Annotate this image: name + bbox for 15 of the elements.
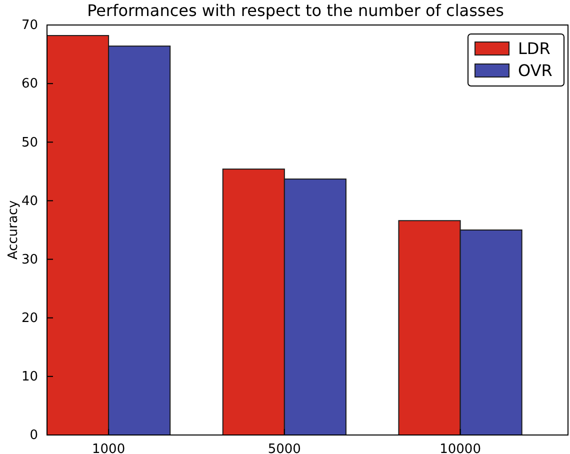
x-tick-label: 5000 [268, 442, 301, 454]
y-tick-label: 30 [21, 252, 38, 268]
x-tick-label: 10000 [440, 442, 481, 454]
y-tick-label: 40 [21, 194, 38, 209]
chart-title: Performances with respect to the number of classes [87, 1, 504, 20]
y-tick-label: 50 [21, 135, 38, 150]
legend-label: LDR [518, 39, 550, 58]
y-tick-label: 60 [21, 76, 38, 92]
x-tick-label: 1000 [92, 442, 126, 454]
y-tick-label: 70 [21, 18, 38, 34]
y-tick-label: 10 [21, 370, 38, 385]
y-axis-title: Accuracy [6, 200, 21, 260]
y-tick-label: 20 [21, 311, 38, 326]
legend-label: OVR [518, 61, 552, 80]
y-tick-label: 0 [30, 428, 38, 444]
